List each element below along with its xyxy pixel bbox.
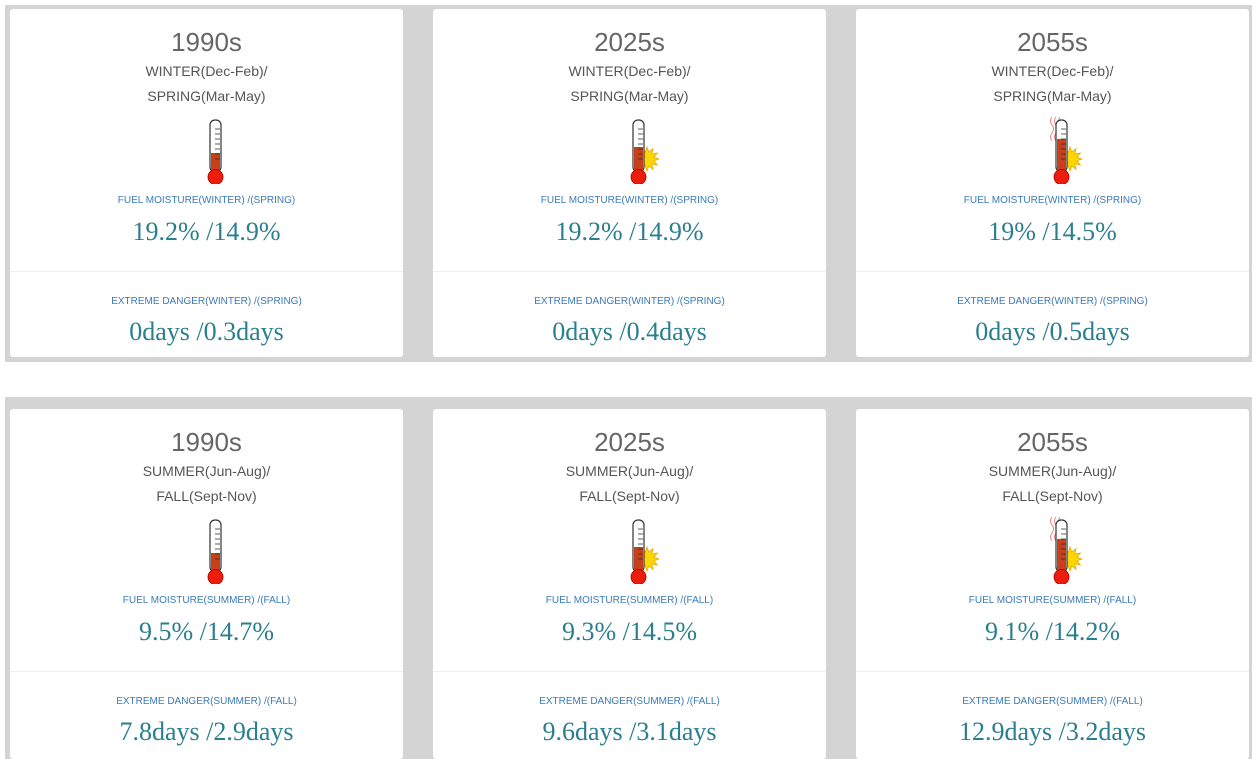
bulb — [1053, 169, 1070, 184]
card: 1990s SUMMER(Jun-Aug)/ FALL(Sept-Nov) FUEL … — [10, 409, 403, 759]
period-title: 2025s — [594, 427, 665, 457]
period-title: 2055s — [1017, 427, 1088, 457]
bulb — [207, 169, 224, 184]
season-line: SPRING(Mar-May) — [570, 88, 689, 104]
fuel-moisture-label: FUEL MOISTURE(WINTER) /(SPRING) — [540, 195, 719, 206]
thermometer-icon — [207, 119, 224, 184]
separator — [10, 271, 403, 272]
period-title: 1990s — [171, 27, 242, 57]
separator — [433, 671, 826, 672]
fuel-moisture-label: FUEL MOISTURE(SUMMER) /(FALL) — [968, 595, 1137, 606]
bulb — [1053, 569, 1070, 584]
mercury — [1057, 139, 1066, 175]
fuel-moisture-value: 9.1% /14.2% — [984, 617, 1121, 646]
season-line: WINTER(Dec-Feb)/ — [568, 63, 691, 79]
season-line: WINTER(Dec-Feb)/ — [145, 63, 268, 79]
season-line: SPRING(Mar-May) — [147, 88, 266, 104]
season-line: WINTER(Dec-Feb)/ — [991, 63, 1114, 79]
extreme-danger-value: 12.9days /3.2days — [958, 717, 1147, 746]
heat-wave — [1050, 516, 1054, 542]
separator — [433, 271, 826, 272]
extreme-danger-label: EXTREME DANGER(SUMMER) /(FALL) — [116, 696, 297, 707]
separator — [856, 671, 1249, 672]
period-title: 2055s — [1017, 27, 1088, 57]
season-line: SUMMER(Jun-Aug)/ — [142, 463, 271, 479]
thermometer-icon — [1050, 516, 1084, 584]
extreme-danger-label: EXTREME DANGER(SUMMER) /(FALL) — [962, 696, 1143, 707]
fuel-moisture-value: 19.2% /14.9% — [132, 217, 281, 246]
season-line: SUMMER(Jun-Aug)/ — [988, 463, 1117, 479]
fuel-moisture-value: 9.3% /14.5% — [561, 617, 698, 646]
thermometer-icon — [1050, 116, 1084, 184]
mercury — [634, 547, 643, 575]
card: 1990s WINTER(Dec-Feb)/ SPRING(Mar-May) FUEL… — [10, 9, 403, 357]
bulb — [630, 169, 647, 184]
fuel-moisture-label: FUEL MOISTURE(SUMMER) /(FALL) — [122, 595, 291, 606]
fuel-moisture-value: 19.2% /14.9% — [555, 217, 704, 246]
card: 2055s SUMMER(Jun-Aug)/ FALL(Sept-Nov) FUEL … — [856, 409, 1249, 759]
season-line: FALL(Sept-Nov) — [579, 488, 680, 504]
extreme-danger-value: 9.6days /3.1days — [542, 717, 717, 746]
extreme-danger-label: EXTREME DANGER(WINTER) /(SPRING) — [111, 296, 302, 307]
extreme-danger-label: EXTREME DANGER(WINTER) /(SPRING) — [534, 296, 725, 307]
fuel-moisture-value: 9.5% /14.7% — [138, 617, 275, 646]
extreme-danger-label: EXTREME DANGER(SUMMER) /(FALL) — [539, 696, 720, 707]
bulb — [207, 569, 224, 584]
extreme-danger-label: EXTREME DANGER(WINTER) /(SPRING) — [957, 296, 1148, 307]
thermometer-icon — [207, 519, 224, 584]
heat-wave — [1050, 116, 1054, 142]
season-line: SPRING(Mar-May) — [993, 88, 1112, 104]
card: 2025s WINTER(Dec-Feb)/ SPRING(Mar-May) FUEL… — [433, 9, 826, 357]
extreme-danger-value: 0days /0.5days — [975, 317, 1130, 346]
period-title: 1990s — [171, 427, 242, 457]
thermometer-icon — [630, 119, 661, 184]
mercury — [634, 147, 643, 175]
card: 2055s WINTER(Dec-Feb)/ SPRING(Mar-May) FUEL… — [856, 9, 1249, 357]
period-title: 2025s — [594, 27, 665, 57]
thermometer-icon — [630, 519, 661, 584]
fuel-moisture-label: FUEL MOISTURE(WINTER) /(SPRING) — [117, 195, 296, 206]
mercury — [211, 153, 220, 175]
extreme-danger-value: 0days /0.3days — [129, 317, 284, 346]
fuel-moisture-label: FUEL MOISTURE(WINTER) /(SPRING) — [963, 195, 1142, 206]
season-line: FALL(Sept-Nov) — [1002, 488, 1103, 504]
extreme-danger-value: 0days /0.4days — [552, 317, 707, 346]
fuel-moisture-value: 19% /14.5% — [988, 217, 1117, 246]
season-line: FALL(Sept-Nov) — [156, 488, 257, 504]
mercury — [1057, 539, 1066, 575]
fuel-moisture-label: FUEL MOISTURE(SUMMER) /(FALL) — [545, 595, 714, 606]
card: 2025s SUMMER(Jun-Aug)/ FALL(Sept-Nov) FUEL … — [433, 409, 826, 759]
extreme-danger-value: 7.8days /2.9days — [119, 717, 294, 746]
mercury — [211, 553, 220, 575]
bulb — [630, 569, 647, 584]
separator — [10, 671, 403, 672]
season-line: SUMMER(Jun-Aug)/ — [565, 463, 694, 479]
separator — [856, 271, 1249, 272]
